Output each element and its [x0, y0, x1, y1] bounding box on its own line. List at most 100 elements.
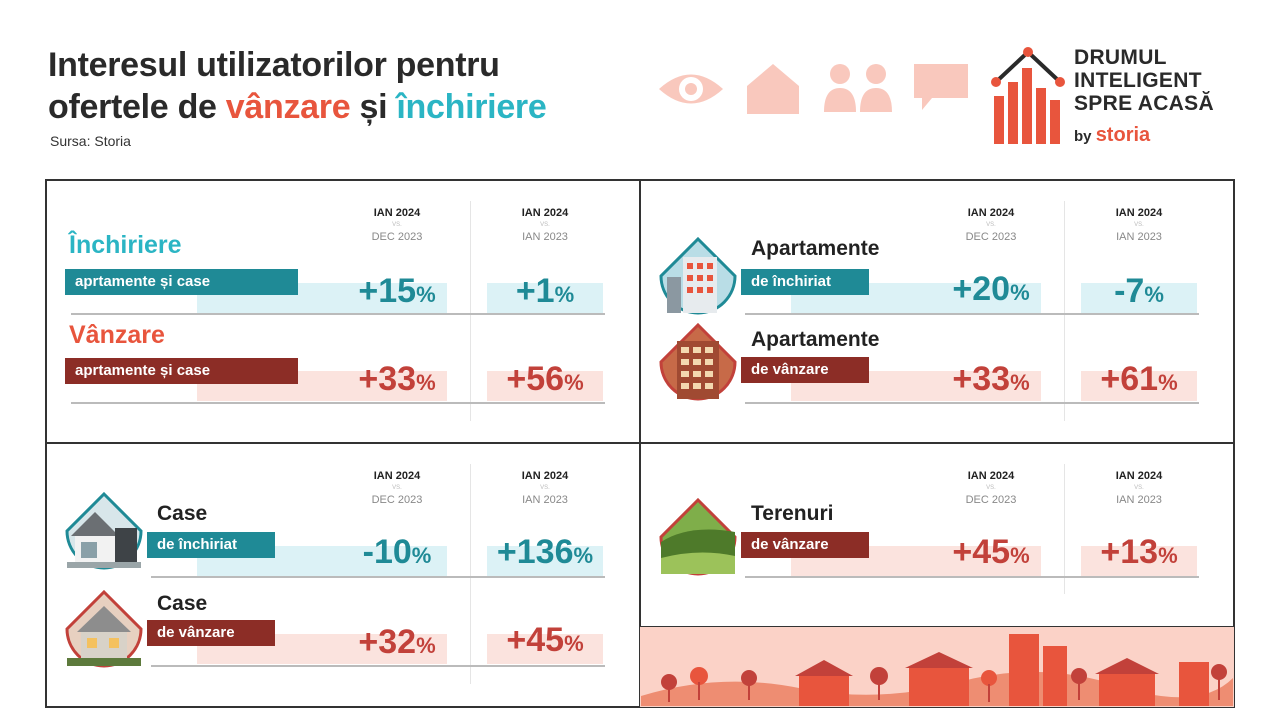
title-sale: vânzare [225, 88, 351, 126]
col-header-bottom: DEC 2023 [371, 494, 423, 506]
panel-all-properties: IAN 2024 VS. DEC 2023 IAN 2024 VS. IAN 2023 … [45, 179, 641, 444]
chart-house-icon [991, 47, 1065, 144]
title-prefix: ofertele de [48, 88, 226, 126]
col-header-vs: VS. [540, 222, 550, 228]
land-title: Terenuri [751, 502, 834, 525]
eye-icon [659, 74, 723, 104]
brand-by-word: by [1074, 128, 1092, 145]
col-header-bottom: DEC 2023 [965, 231, 1017, 243]
panel-land: IAN 2024 VS. DEC 2023 IAN 2024 VS. IAN 2023 … [639, 442, 1235, 628]
column-divider [470, 201, 471, 421]
value-cell: +33% [337, 361, 457, 401]
row-underline [71, 402, 605, 404]
col-header-top: IAN 2024 [967, 470, 1015, 482]
value-percent: % [1010, 370, 1030, 395]
row-bg [487, 546, 603, 576]
rent-title: Apartamente [751, 237, 880, 260]
col-header-top: IAN 2024 [373, 470, 421, 482]
value-number: +1 [515, 272, 555, 310]
sale-tag: aprtamente și case [65, 358, 298, 384]
col-header-vs: VS. [1134, 485, 1144, 491]
value-number: -10 [362, 533, 412, 571]
brand-line-1: DRUMUL [1074, 46, 1167, 69]
value-percent: % [1144, 282, 1164, 307]
col-header-top: IAN 2024 [1115, 470, 1163, 482]
col-header-bottom: IAN 2023 [522, 494, 568, 506]
cityscape-illustration [639, 626, 1235, 708]
title-line-2: ofertele de vânzare și închiriere [48, 86, 547, 128]
col-header-vs: VS. [392, 485, 402, 491]
page-title: Interesul utilizatorilor pentru ofertele… [48, 44, 547, 128]
rent-title: Case [157, 502, 208, 525]
house-rent-photo [65, 492, 143, 570]
col-header-yoy: IAN 2024 VS. IAN 2023 [485, 470, 605, 506]
sale-title: Vânzare [69, 321, 165, 349]
value-cell: +33% [931, 361, 1051, 401]
value-cell: +45% [485, 622, 605, 662]
col-header-bottom: DEC 2023 [371, 231, 423, 243]
value-percent: % [1158, 543, 1178, 568]
col-header-mom: IAN 2024 VS. DEC 2023 [337, 470, 457, 506]
brand-line-2: INTELIGENT [1074, 69, 1202, 92]
row-bg [1081, 371, 1197, 401]
col-header-bottom: IAN 2023 [1116, 494, 1162, 506]
value-cell: +61% [1079, 361, 1199, 401]
sale-tag: de vânzare [147, 620, 275, 646]
row-underline [71, 313, 605, 315]
col-header-top: IAN 2024 [521, 470, 569, 482]
value-percent: % [1010, 543, 1030, 568]
land-photo [659, 498, 737, 576]
col-header-yoy: IAN 2024 VS. IAN 2023 [1079, 207, 1199, 243]
value-percent: % [564, 370, 584, 395]
value-cell: +15% [337, 273, 457, 313]
value-percent: % [416, 282, 436, 307]
col-header-vs: VS. [392, 222, 402, 228]
brand-by: by storia [1074, 124, 1150, 147]
chat-icon [914, 64, 968, 110]
col-header-mom: IAN 2024 VS. DEC 2023 [931, 470, 1051, 506]
col-header-top: IAN 2024 [521, 207, 569, 219]
value-percent: % [1158, 370, 1178, 395]
rent-title: Închiriere [69, 231, 182, 259]
value-percent: % [1010, 280, 1030, 305]
value-cell: +56% [485, 361, 605, 401]
value-percent: % [554, 282, 575, 307]
col-header-bottom: IAN 2023 [1116, 231, 1162, 243]
value-cell: +32% [337, 624, 457, 664]
rent-tag: de închiriat [741, 269, 869, 295]
row-underline [745, 313, 1199, 315]
value-number: +45 [506, 621, 565, 659]
source-label: Sursa: Storia [50, 133, 131, 149]
value-cell: +136% [479, 534, 611, 574]
value-number: +61 [1100, 360, 1159, 398]
col-header-vs: VS. [540, 485, 550, 491]
row-bg [1081, 546, 1197, 576]
panel-apartments: IAN 2024 VS. DEC 2023 IAN 2024 VS. IAN 2023 … [639, 179, 1235, 444]
value-number: +33 [358, 360, 417, 398]
value-number: +15 [358, 272, 417, 310]
value-number: +33 [952, 360, 1011, 398]
row-underline [151, 665, 605, 667]
row-bg [487, 371, 603, 401]
value-percent: % [411, 543, 432, 568]
brand-logo: DRUMUL INTELIGENT SPRE ACASĂ by storia [990, 44, 1240, 148]
value-cell: -10% [337, 534, 457, 574]
panel-houses: IAN 2024 VS. DEC 2023 IAN 2024 VS. IAN 2023 … [45, 442, 641, 708]
title-line-1: Interesul utilizatorilor pentru [48, 46, 500, 84]
apartment-rent-photo [659, 237, 737, 315]
land-tag: de vânzare [741, 532, 869, 558]
value-cell: +20% [931, 271, 1051, 311]
sale-title: Apartamente [751, 328, 880, 351]
value-number: +32 [358, 623, 417, 661]
value-number: +56 [506, 360, 565, 398]
value-number: +136 [496, 533, 574, 571]
col-header-vs: VS. [986, 485, 996, 491]
column-divider [1064, 201, 1065, 421]
col-header-top: IAN 2024 [1115, 207, 1163, 219]
col-header-top: IAN 2024 [373, 207, 421, 219]
col-header-vs: VS. [1134, 222, 1144, 228]
value-percent: % [416, 370, 436, 395]
title-and: și [350, 88, 397, 126]
brand-line-3: SPRE ACASĂ [1074, 92, 1214, 115]
row-underline [745, 576, 1199, 578]
